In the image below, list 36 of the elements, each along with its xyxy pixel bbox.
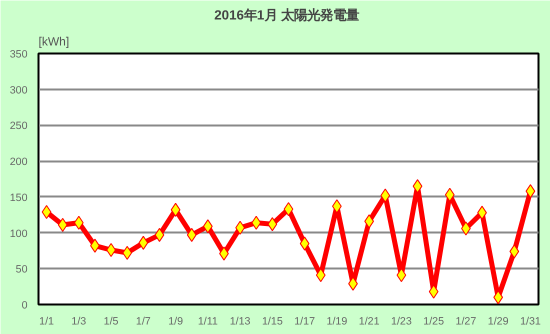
x-tick-label: 1/21 [358, 316, 380, 328]
x-tick-label: 1/25 [423, 316, 444, 328]
point [74, 216, 84, 230]
y-tick-label: 0 [22, 300, 28, 312]
y-axis-title: [kWh] [38, 34, 70, 48]
x-tick-label: 1/27 [456, 316, 476, 328]
y-tick-label: 200 [10, 156, 28, 168]
y-tick-label: 250 [10, 120, 28, 132]
point [493, 290, 504, 304]
x-tick-label: 1/23 [391, 316, 412, 328]
point [251, 216, 262, 230]
point [58, 218, 68, 232]
x-tick-label: 1/9 [168, 316, 184, 328]
y-tick-label: 50 [16, 264, 28, 276]
point [122, 246, 132, 260]
x-tick-label: 1/17 [294, 316, 316, 328]
x-tick-label: 1/15 [262, 316, 283, 328]
x-tick-label: 1/13 [230, 316, 251, 328]
x-tick-label: 1/5 [104, 316, 119, 328]
x-tick-label: 1/11 [198, 316, 218, 328]
point [380, 188, 390, 202]
point [186, 228, 197, 242]
y-tick-label: 300 [10, 84, 28, 96]
y-tick-label: 100 [10, 228, 28, 240]
x-tick-label: 1/31 [520, 316, 541, 328]
x-tick-label: 1/29 [488, 316, 509, 328]
y-tick-label: 350 [10, 48, 28, 60]
x-tick-label: 1/19 [326, 316, 348, 328]
x-tick-label: 1/1 [39, 316, 54, 328]
chart-title: 2016年1月 太陽光発電量 [214, 8, 360, 22]
point [316, 268, 326, 282]
y-tick-label: 150 [10, 192, 28, 204]
x-tick-label: 1/3 [71, 316, 86, 328]
point [509, 244, 520, 258]
x-tick-label: 1/7 [136, 316, 151, 328]
point [444, 188, 455, 202]
